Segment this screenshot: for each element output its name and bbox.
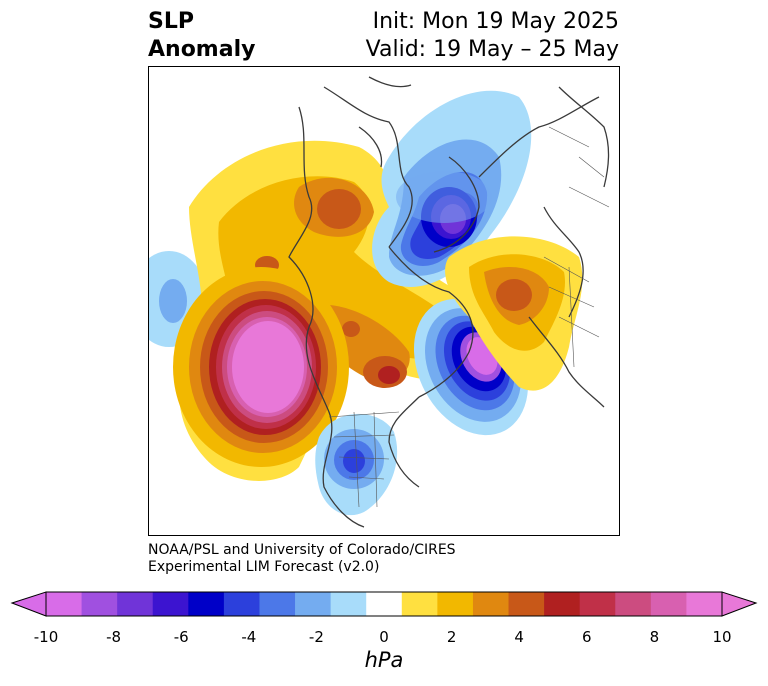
colorbar-segment: [401, 592, 438, 616]
map-title: SLP Anomaly: [148, 8, 255, 64]
colorbar-tick-label: -2: [308, 628, 324, 646]
colorbar-segment: [330, 592, 367, 616]
colorbar-tick-label: -4: [241, 628, 257, 646]
colorbar-tick-label: 6: [582, 628, 592, 646]
pacific-high-anomaly: [173, 267, 349, 467]
colorbar-right-extend: [721, 591, 758, 617]
colorbar-tick-label: -8: [106, 628, 122, 646]
political-borders: [328, 126, 610, 508]
colorbar-segment: [366, 592, 403, 616]
colorbar-segment: [508, 592, 545, 616]
init-date: Init: Mon 19 May 2025: [372, 9, 619, 34]
valid-range: Valid: 19 May – 25 May: [365, 37, 619, 62]
colorbar-segment: [295, 592, 332, 616]
colorbar-segment: [472, 592, 510, 616]
colorbar-tick-label: -10: [33, 628, 59, 646]
credit-line-1: NOAA/PSL and University of Colorado/CIRE…: [148, 542, 456, 558]
credit-text: NOAA/PSL and University of Colorado/CIRE…: [148, 542, 456, 576]
colorbar-segment: [437, 592, 474, 616]
map-canvas: [149, 76, 610, 528]
colorbar-segments: [46, 592, 723, 616]
slp-anomaly-map: [148, 66, 620, 536]
colorbar-segment: [259, 592, 296, 616]
colorbar-segment: [152, 592, 189, 616]
colorbar-tick-label: 2: [446, 628, 457, 646]
coastlines: [288, 76, 610, 528]
colorbar-segment: [544, 592, 581, 616]
colorbar-frame: [45, 591, 723, 617]
colorbar-segment: [46, 592, 83, 616]
colorbar-segment: [117, 592, 154, 616]
colorbar-tick-label: 4: [514, 628, 524, 646]
colorbar-unit: hPa: [364, 648, 404, 672]
colorbar-tick-label: -6: [173, 628, 189, 646]
eurasian-high-anomaly: [445, 236, 583, 391]
colorbar-segment: [615, 592, 652, 616]
title-line-2: Anomaly: [148, 37, 256, 62]
forecast-dates: Init: Mon 19 May 2025 Valid: 19 May – 25…: [366, 8, 619, 64]
colorbar-tick-label: 0: [379, 628, 389, 646]
colorbar-segment: [686, 592, 723, 616]
colorbar-segment: [223, 592, 260, 616]
colorbar-left-extend: [10, 591, 47, 617]
us-low-anomaly: [315, 413, 398, 516]
title-line-1: SLP: [148, 9, 194, 34]
arctic-low-anomaly: [372, 90, 532, 287]
colorbar-segment: [579, 592, 616, 616]
colorbar-tick-label: 8: [649, 628, 660, 646]
colorbar-segment: [81, 592, 118, 616]
colorbar: [10, 591, 758, 617]
colorbar-tick-label: 10: [712, 628, 732, 646]
credit-line-2: Experimental LIM Forecast (v2.0): [148, 559, 380, 575]
colorbar-segment: [188, 592, 225, 616]
colorbar-segment: [650, 592, 687, 616]
